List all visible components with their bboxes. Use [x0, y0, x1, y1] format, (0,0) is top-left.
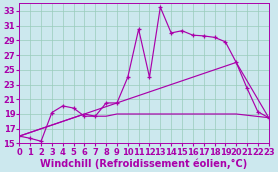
X-axis label: Windchill (Refroidissement éolien,°C): Windchill (Refroidissement éolien,°C) — [40, 158, 248, 169]
